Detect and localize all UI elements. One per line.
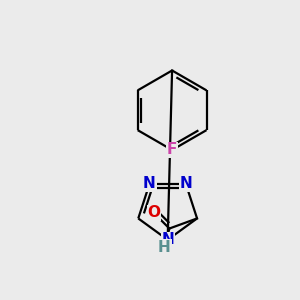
Text: H: H [158, 239, 171, 254]
Text: N: N [161, 232, 174, 247]
Text: N: N [179, 176, 192, 191]
Text: F: F [167, 142, 177, 158]
Text: O: O [147, 206, 160, 220]
Text: N: N [143, 176, 156, 191]
